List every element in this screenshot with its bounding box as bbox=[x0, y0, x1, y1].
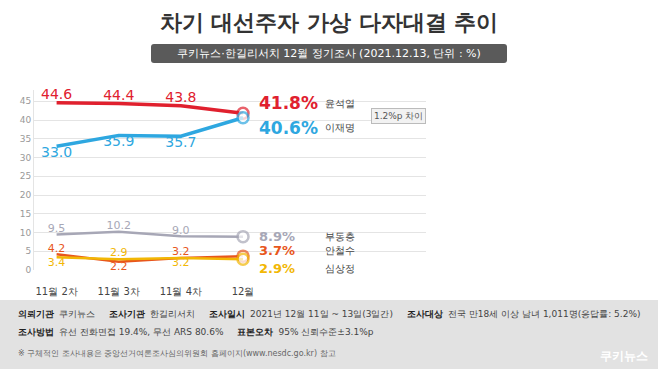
svg-text:8.9%: 8.9% bbox=[259, 229, 295, 244]
svg-text:35.9: 35.9 bbox=[103, 133, 134, 149]
svg-text:2.9: 2.9 bbox=[110, 246, 128, 259]
html-text:조사일시: 조사일시 bbox=[209, 309, 245, 319]
svg-text:35.7: 35.7 bbox=[165, 134, 196, 150]
svg-text:11월 2차: 11월 2차 bbox=[35, 286, 77, 297]
svg-text:40.6%: 40.6% bbox=[259, 118, 318, 138]
svg-text:5: 5 bbox=[25, 246, 31, 256]
html-text:조사대상: 조사대상 bbox=[407, 309, 443, 319]
html-text:차기 대선주자 가상 다자대결 추이: 차기 대선주자 가상 다자대결 추이 bbox=[159, 10, 499, 35]
svg-text:45: 45 bbox=[20, 96, 31, 106]
html-text:조사방법: 조사방법 bbox=[18, 327, 54, 337]
svg-text:2.2: 2.2 bbox=[110, 260, 128, 273]
svg-text:9.0: 9.0 bbox=[172, 224, 190, 237]
svg-text:안철수: 안철수 bbox=[325, 245, 355, 256]
svg-text:33.0: 33.0 bbox=[41, 144, 72, 160]
svg-text:10.2: 10.2 bbox=[106, 219, 131, 232]
svg-text:0: 0 bbox=[25, 265, 31, 275]
html-text:2021년 12월 11일 ~ 13일(3일간): 2021년 12월 11일 ~ 13일(3일간) bbox=[250, 309, 393, 319]
svg-text:44.4: 44.4 bbox=[103, 87, 134, 103]
html-text:유선 전화면접 19.4%, 무선 ARS 80.6%: 유선 전화면접 19.4%, 무선 ARS 80.6% bbox=[59, 327, 224, 337]
svg-text:2.9%: 2.9% bbox=[259, 261, 295, 276]
svg-text:3.4: 3.4 bbox=[48, 256, 66, 269]
svg-text:이재명: 이재명 bbox=[325, 122, 355, 133]
html-text:쿠키뉴스·한길리서치 12월 정기조사 (2021.12.1: 쿠키뉴스·한길리서치 12월 정기조사 (2021.12.13, 단위 : %) bbox=[177, 47, 481, 60]
svg-text:부동층: 부동층 bbox=[325, 231, 355, 242]
html-text:한길리서치: 한길리서치 bbox=[150, 309, 195, 319]
svg-text:11월 4차: 11월 4차 bbox=[160, 286, 202, 297]
svg-text:윤석열: 윤석열 bbox=[325, 98, 355, 109]
svg-text:41.8%: 41.8% bbox=[259, 93, 318, 113]
svg-text:1.2%p 차이: 1.2%p 차이 bbox=[374, 111, 423, 121]
svg-text:35: 35 bbox=[20, 134, 31, 144]
html-text:조사기관: 조사기관 bbox=[109, 309, 145, 319]
svg-text:25: 25 bbox=[20, 171, 31, 181]
svg-text:44.6: 44.6 bbox=[41, 86, 72, 102]
svg-text:40: 40 bbox=[20, 115, 32, 125]
svg-text:12월: 12월 bbox=[232, 286, 255, 297]
svg-text:30: 30 bbox=[20, 153, 32, 163]
svg-text:4.2: 4.2 bbox=[48, 242, 66, 255]
svg-text:심상정: 심상정 bbox=[325, 263, 355, 274]
html-text:의뢰기관: 의뢰기관 bbox=[18, 309, 54, 319]
html-text:쿠키뉴스: 쿠키뉴스 bbox=[600, 349, 648, 363]
svg-text:10: 10 bbox=[20, 228, 32, 238]
html-text:표본오차: 표본오차 bbox=[237, 327, 274, 337]
html-text:전국 만18세 이상 남녀 1,011명(응답률: 5.2%: 전국 만18세 이상 남녀 1,011명(응답률: 5.2%) bbox=[448, 309, 641, 319]
svg-text:15: 15 bbox=[20, 209, 31, 219]
svg-text:43.8: 43.8 bbox=[165, 89, 196, 105]
svg-text:3.7%: 3.7% bbox=[259, 243, 295, 258]
svg-text:3.2: 3.2 bbox=[172, 256, 190, 269]
svg-text:20: 20 bbox=[20, 190, 32, 200]
html-text:95% 신뢰수준±3.1%p: 95% 신뢰수준±3.1%p bbox=[278, 327, 374, 337]
svg-text:11월 3차: 11월 3차 bbox=[98, 286, 140, 297]
html-text:※ 구체적인 조사내용은 중앙선거여론조사심의위원회 홈페이: ※ 구체적인 조사내용은 중앙선거여론조사심의위원회 홈페이지(www.nesd… bbox=[18, 349, 336, 358]
svg-text:3.2: 3.2 bbox=[172, 245, 190, 258]
html-text:쿠키뉴스: 쿠키뉴스 bbox=[59, 309, 95, 319]
svg-text:9.5: 9.5 bbox=[48, 222, 66, 235]
